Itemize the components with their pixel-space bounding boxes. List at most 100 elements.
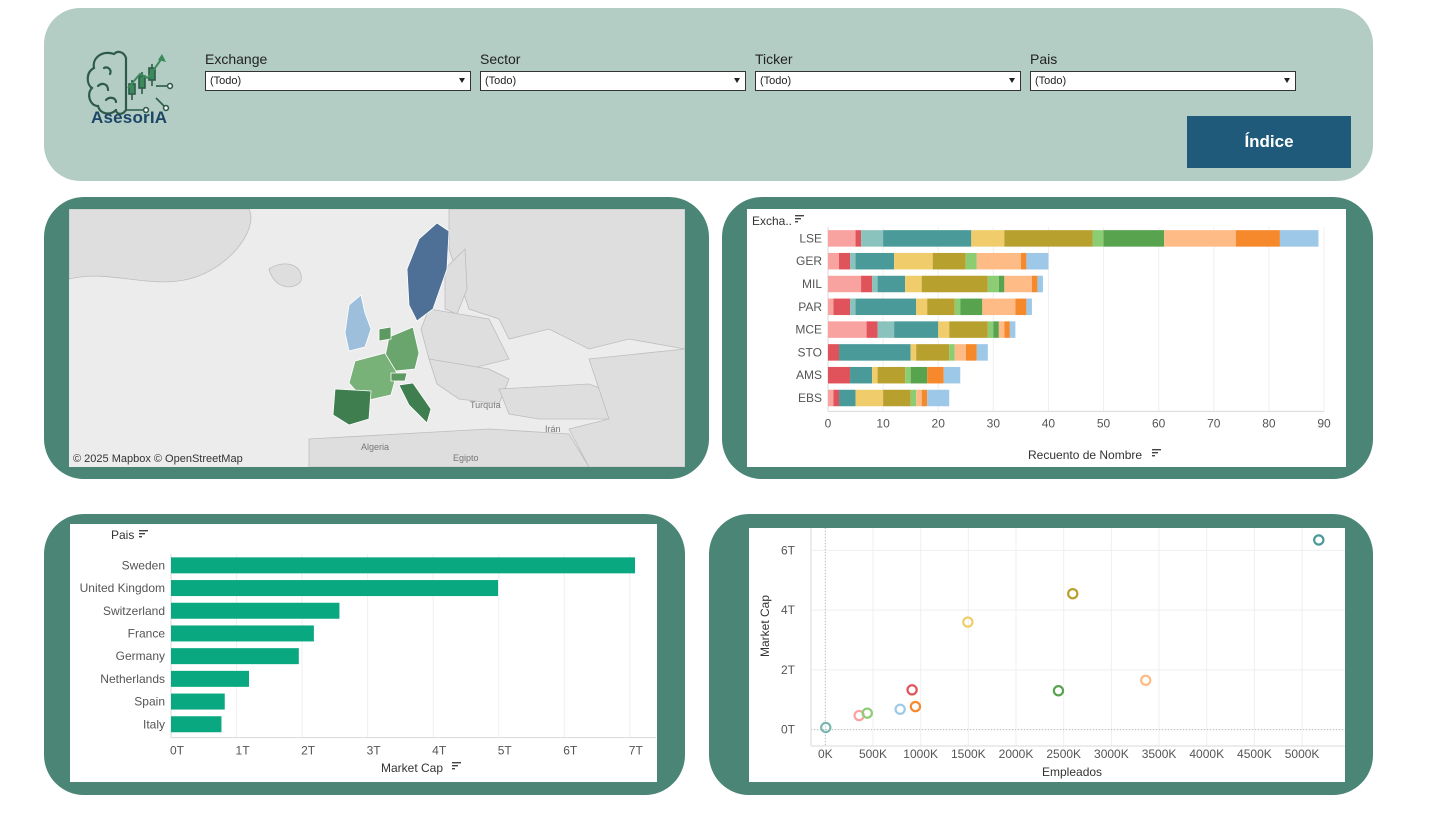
scatter-point[interactable] — [894, 703, 906, 715]
bar-segment[interactable] — [965, 252, 977, 270]
bar-segment[interactable] — [1004, 230, 1093, 247]
scatter-point[interactable] — [1140, 674, 1152, 687]
bar-segment[interactable] — [850, 298, 856, 316]
bar-segment[interactable] — [855, 252, 895, 270]
bar-segment[interactable] — [910, 389, 917, 407]
bar[interactable] — [171, 716, 222, 733]
bar-segment[interactable] — [1004, 321, 1010, 338]
bar-segment[interactable] — [1092, 230, 1104, 247]
france-shape[interactable] — [348, 352, 398, 402]
ticker-filter-dropdown[interactable]: (Todo) — [755, 71, 1021, 91]
bar-segment[interactable] — [916, 344, 950, 361]
sort-icon[interactable] — [1152, 449, 1161, 457]
bar-segment[interactable] — [850, 366, 873, 384]
bar-segment[interactable] — [976, 344, 988, 361]
bar-segment[interactable] — [1103, 230, 1165, 247]
scatter-point[interactable] — [1067, 587, 1079, 600]
bar-segment[interactable] — [938, 321, 950, 338]
scatter-point[interactable] — [909, 700, 922, 713]
scatter-point[interactable] — [906, 684, 918, 696]
bar-segment[interactable] — [1020, 252, 1027, 270]
bar-segment[interactable] — [872, 275, 878, 293]
scatter-point[interactable] — [1052, 685, 1065, 697]
uk-shape[interactable] — [344, 294, 372, 352]
bar[interactable] — [171, 648, 299, 665]
bar-segment[interactable] — [894, 252, 933, 270]
bar-segment[interactable] — [1279, 230, 1319, 247]
bar-segment[interactable] — [976, 252, 1021, 270]
netherlands-shape[interactable] — [378, 326, 392, 342]
bar-segment[interactable] — [971, 230, 1005, 247]
bar[interactable] — [171, 693, 225, 710]
bar-segment[interactable] — [1235, 230, 1280, 247]
bar-segment[interactable] — [1004, 275, 1032, 293]
bar-segment[interactable] — [866, 321, 878, 338]
bar-segment[interactable] — [861, 230, 884, 247]
bar-segment[interactable] — [921, 275, 988, 293]
bar-segment[interactable] — [949, 344, 955, 361]
bar-segment[interactable] — [839, 252, 851, 270]
bar-segment[interactable] — [954, 298, 961, 316]
bar-segment[interactable] — [828, 344, 840, 361]
bar-segment[interactable] — [1009, 321, 1016, 338]
bar-segment[interactable] — [828, 275, 862, 293]
bar-segment[interactable] — [828, 389, 834, 407]
pais-filter-dropdown[interactable]: (Todo) — [1030, 71, 1296, 91]
europe-map[interactable]: Turquía Irán Algeria Egipto © 2025 Mapbo… — [69, 209, 685, 467]
bar-segment[interactable] — [1015, 298, 1027, 316]
bar[interactable] — [171, 580, 499, 597]
bar-segment[interactable] — [1026, 298, 1032, 316]
bar-segment[interactable] — [839, 344, 911, 361]
bar-segment[interactable] — [877, 275, 906, 293]
bar-segment[interactable] — [828, 298, 834, 316]
bar-segment[interactable] — [949, 321, 988, 338]
bar-segment[interactable] — [927, 366, 944, 384]
bar-segment[interactable] — [916, 389, 922, 407]
sort-icon[interactable] — [795, 215, 804, 223]
bar-segment[interactable] — [883, 230, 972, 247]
bar-segment[interactable] — [850, 252, 856, 270]
bar-segment[interactable] — [872, 366, 878, 384]
bar[interactable] — [171, 670, 249, 687]
bar-segment[interactable] — [833, 389, 840, 407]
bar-segment[interactable] — [927, 389, 950, 407]
map-attribution[interactable]: © 2025 Mapbox © OpenStreetMap — [73, 453, 243, 465]
bar-segment[interactable] — [861, 275, 873, 293]
bar-segment[interactable] — [1031, 275, 1038, 293]
bar-segment[interactable] — [910, 344, 917, 361]
bar-segment[interactable] — [916, 298, 928, 316]
bar-segment[interactable] — [910, 366, 928, 384]
scatter-point[interactable] — [820, 721, 832, 734]
bar-segment[interactable] — [987, 275, 999, 293]
bar-segment[interactable] — [828, 366, 851, 384]
scatter-point[interactable] — [962, 616, 974, 628]
bar-segment[interactable] — [828, 230, 856, 247]
spain-shape[interactable] — [332, 388, 372, 426]
bar-segment[interactable] — [932, 252, 966, 270]
bar-segment[interactable] — [905, 275, 922, 293]
scatter-point[interactable] — [1313, 534, 1325, 546]
italy-shape[interactable] — [398, 382, 432, 424]
y-axis-title[interactable]: Pais — [111, 528, 134, 542]
bar-segment[interactable] — [894, 321, 939, 338]
bar-segment[interactable] — [927, 298, 955, 316]
sort-icon[interactable] — [139, 530, 148, 538]
indice-button[interactable]: Índice — [1187, 116, 1351, 168]
bar[interactable] — [171, 625, 314, 642]
bar-segment[interactable] — [1037, 275, 1043, 293]
bar-segment[interactable] — [905, 366, 911, 384]
bar-segment[interactable] — [883, 389, 911, 407]
bar-segment[interactable] — [998, 275, 1005, 293]
bar-segment[interactable] — [987, 321, 994, 338]
bar[interactable] — [171, 557, 636, 574]
bar-segment[interactable] — [877, 321, 895, 338]
bar-segment[interactable] — [877, 366, 906, 384]
bar-segment[interactable] — [1164, 230, 1236, 247]
scatter-point[interactable] — [861, 707, 873, 719]
bar-segment[interactable] — [921, 389, 928, 407]
bar-segment[interactable] — [855, 389, 884, 407]
bar-segment[interactable] — [855, 298, 917, 316]
switzerland-shape[interactable] — [390, 372, 408, 382]
bar-segment[interactable] — [960, 298, 983, 316]
sweden-shape[interactable] — [406, 222, 450, 322]
